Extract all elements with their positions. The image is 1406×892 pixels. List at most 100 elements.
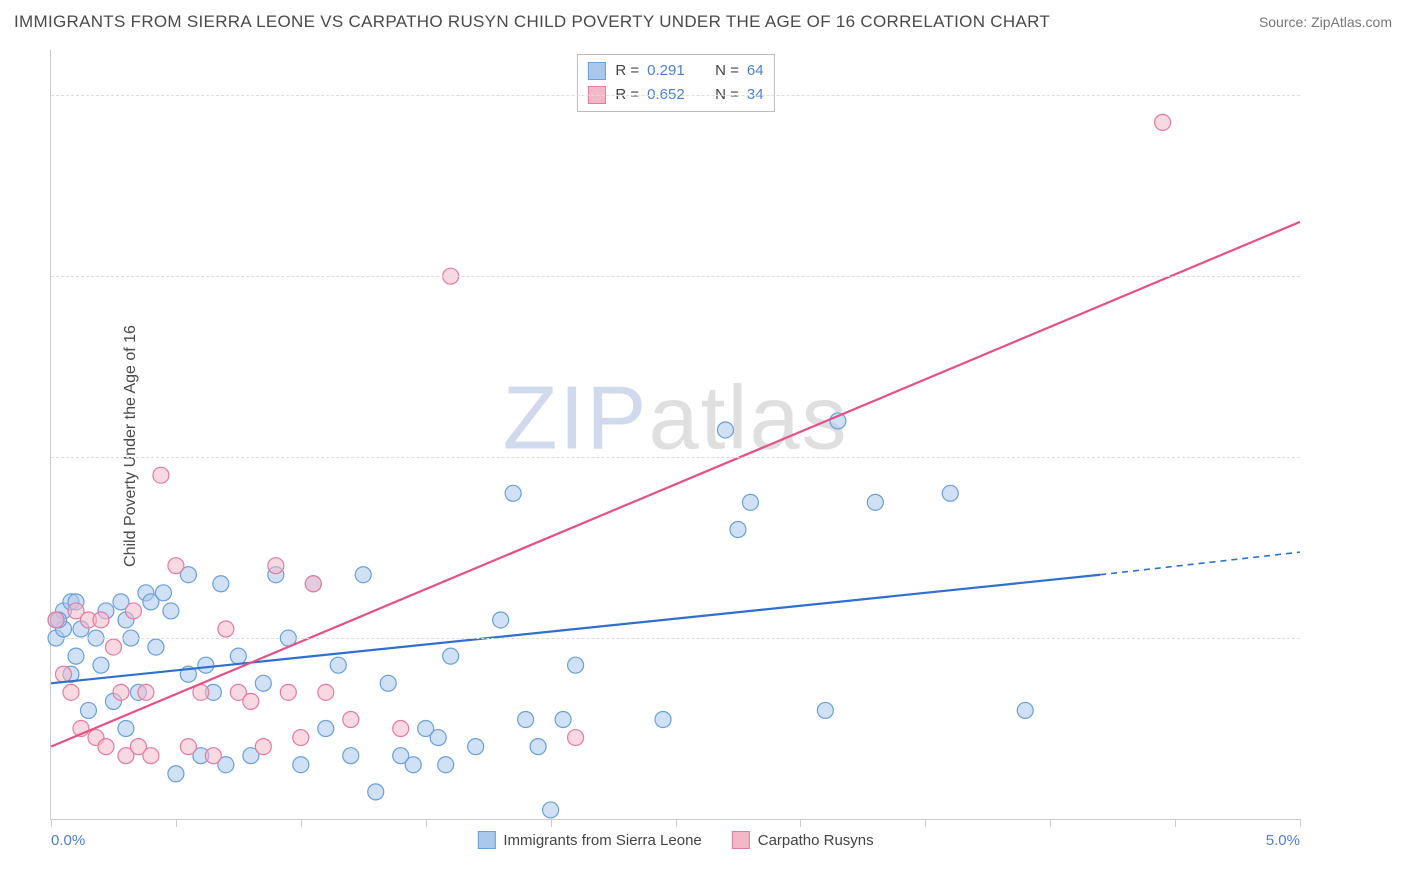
data-point xyxy=(163,603,179,619)
x-tick xyxy=(1050,819,1051,827)
data-point xyxy=(105,639,121,655)
data-point xyxy=(555,711,571,727)
data-point xyxy=(318,684,334,700)
legend-swatch-carpatho-rusyns xyxy=(732,831,750,849)
data-point xyxy=(717,422,733,438)
legend-item-sierra-leone: Immigrants from Sierra Leone xyxy=(477,831,701,849)
data-point xyxy=(148,639,164,655)
data-point xyxy=(518,711,534,727)
data-point xyxy=(255,739,271,755)
data-point xyxy=(255,675,271,691)
x-tick xyxy=(426,819,427,827)
data-point xyxy=(93,612,109,628)
data-point xyxy=(343,748,359,764)
x-tick xyxy=(551,819,552,827)
gridline xyxy=(51,457,1300,458)
data-point xyxy=(55,666,71,682)
data-point xyxy=(293,757,309,773)
data-point xyxy=(230,648,246,664)
data-point xyxy=(438,757,454,773)
x-tick xyxy=(800,819,801,827)
data-point xyxy=(493,612,509,628)
data-point xyxy=(355,567,371,583)
data-point xyxy=(568,730,584,746)
data-point xyxy=(63,684,79,700)
data-point xyxy=(730,521,746,537)
data-point xyxy=(393,721,409,737)
data-point xyxy=(48,612,64,628)
chart-title: IMMIGRANTS FROM SIERRA LEONE VS CARPATHO… xyxy=(14,12,1050,32)
legend-stats: R = 0.291 N = 64 R = 0.652 N = 34 xyxy=(576,54,774,112)
data-point xyxy=(125,603,141,619)
x-tick-label: 0.0% xyxy=(51,832,85,849)
data-point xyxy=(268,558,284,574)
legend-label-carpatho-rusyns: Carpatho Rusyns xyxy=(758,832,874,849)
data-point xyxy=(867,494,883,510)
x-tick-label: 5.0% xyxy=(1266,832,1300,849)
legend-item-carpatho-rusyns: Carpatho Rusyns xyxy=(732,831,874,849)
legend-swatch-sierra-leone xyxy=(587,62,605,80)
data-point xyxy=(318,721,334,737)
plot-area: ZIPatlas R = 0.291 N = 64 R = 0.652 N = … xyxy=(50,50,1300,820)
legend-n-label: N = xyxy=(715,59,739,83)
data-point xyxy=(168,558,184,574)
trend-line-extrapolated xyxy=(1100,552,1300,575)
data-point xyxy=(113,684,129,700)
data-point xyxy=(655,711,671,727)
data-point xyxy=(742,494,758,510)
data-point xyxy=(205,748,221,764)
legend-n-value-1: 64 xyxy=(747,59,764,83)
data-point xyxy=(405,757,421,773)
trend-line xyxy=(51,222,1300,747)
data-point xyxy=(243,693,259,709)
x-tick xyxy=(925,819,926,827)
x-tick xyxy=(1300,819,1301,827)
x-tick xyxy=(176,819,177,827)
data-point xyxy=(118,721,134,737)
data-point xyxy=(138,684,154,700)
x-tick xyxy=(676,819,677,827)
data-point xyxy=(568,657,584,673)
x-tick xyxy=(51,819,52,827)
data-point xyxy=(198,657,214,673)
data-point xyxy=(343,711,359,727)
data-point xyxy=(368,784,384,800)
legend-r-value-1: 0.291 xyxy=(647,59,695,83)
data-point xyxy=(155,585,171,601)
legend-swatch-sierra-leone xyxy=(477,831,495,849)
data-point xyxy=(380,675,396,691)
gridline xyxy=(51,638,1300,639)
data-point xyxy=(305,576,321,592)
data-point xyxy=(468,739,484,755)
data-point xyxy=(430,730,446,746)
data-point xyxy=(68,648,84,664)
data-point xyxy=(330,657,346,673)
chart-svg xyxy=(51,50,1300,819)
data-point xyxy=(942,485,958,501)
data-point xyxy=(293,730,309,746)
data-point xyxy=(443,648,459,664)
legend-series: Immigrants from Sierra Leone Carpatho Ru… xyxy=(477,831,873,849)
data-point xyxy=(530,739,546,755)
data-point xyxy=(1017,702,1033,718)
data-point xyxy=(1155,114,1171,130)
x-tick xyxy=(301,819,302,827)
data-point xyxy=(168,766,184,782)
source-attribution: Source: ZipAtlas.com xyxy=(1259,14,1392,30)
data-point xyxy=(80,702,96,718)
data-point xyxy=(817,702,833,718)
data-point xyxy=(93,657,109,673)
data-point xyxy=(98,739,114,755)
gridline xyxy=(51,276,1300,277)
legend-r-label: R = xyxy=(615,59,639,83)
data-point xyxy=(543,802,559,818)
legend-stats-row-1: R = 0.291 N = 64 xyxy=(587,59,763,83)
data-point xyxy=(505,485,521,501)
legend-label-sierra-leone: Immigrants from Sierra Leone xyxy=(503,832,701,849)
data-point xyxy=(280,684,296,700)
gridline xyxy=(51,95,1300,96)
data-point xyxy=(213,576,229,592)
x-tick xyxy=(1175,819,1176,827)
data-point xyxy=(153,467,169,483)
data-point xyxy=(218,621,234,637)
